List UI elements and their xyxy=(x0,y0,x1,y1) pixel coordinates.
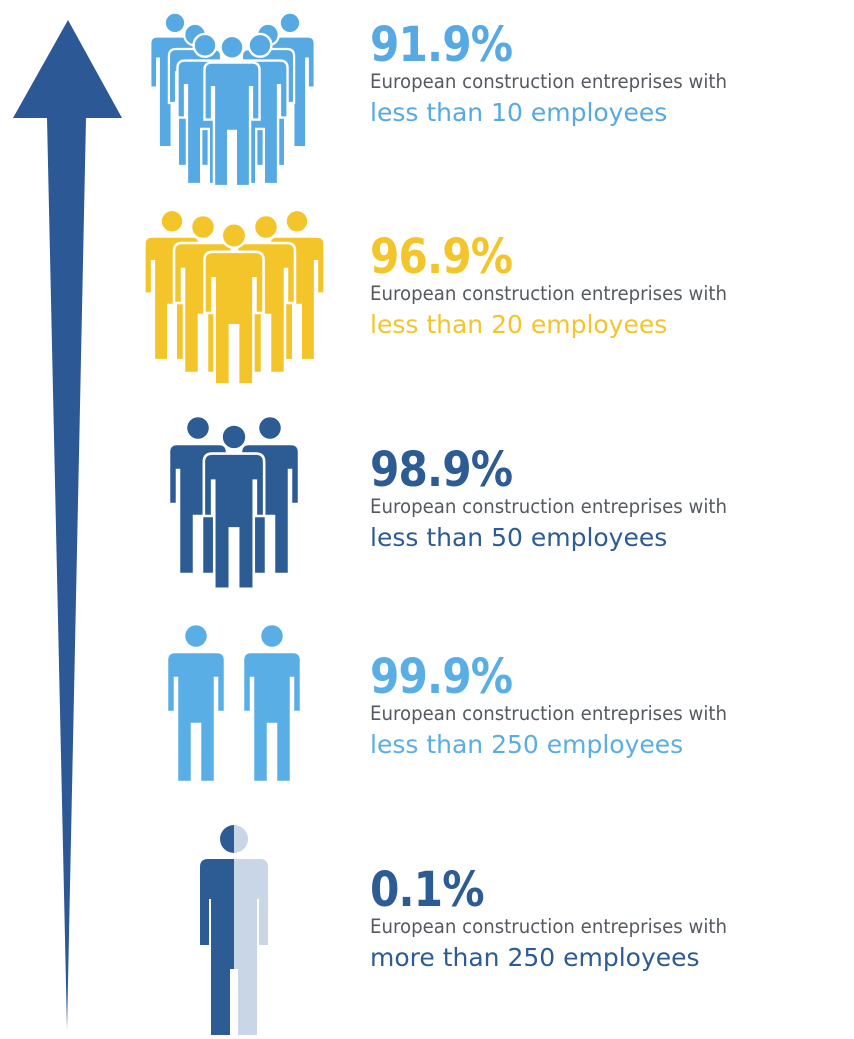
stat-emphasis: less than 250 employees xyxy=(370,730,684,759)
stat-text-block: 98.9% European construction entreprises … xyxy=(370,445,754,555)
stat-row-over-250: 0.1% European construction entreprises w… xyxy=(0,815,854,1039)
stat-percent: 91.9% xyxy=(370,17,513,73)
stat-emphasis: less than 10 employees xyxy=(370,98,668,127)
stat-text-block: 99.9% European construction entreprises … xyxy=(370,652,754,762)
two-people-icon xyxy=(165,622,303,784)
upward-arrow-icon xyxy=(13,20,122,1030)
stat-percent: 96.9% xyxy=(370,229,513,285)
stat-row-under-250: 99.9% European construction entreprises … xyxy=(0,610,854,810)
stat-percent: 99.9% xyxy=(370,649,513,705)
stat-row-under-10: 91.9% European construction entreprises … xyxy=(0,0,854,200)
stat-text-block: 96.9% European construction entreprises … xyxy=(370,232,754,342)
group-of-three-people-icon xyxy=(167,414,301,591)
crowd-of-seven-people-icon xyxy=(149,11,316,188)
stat-description: European construction entreprises with xyxy=(370,70,727,93)
stat-row-under-20: 96.9% European construction entreprises … xyxy=(0,190,854,390)
arrow-shape xyxy=(13,20,122,1030)
stat-emphasis: more than 250 employees xyxy=(370,943,700,972)
stat-percent: 0.1% xyxy=(370,862,485,918)
stat-text-block: 91.9% European construction entreprises … xyxy=(370,20,754,130)
stat-description: European construction entreprises with xyxy=(370,915,727,938)
stat-emphasis: less than 20 employees xyxy=(370,310,668,339)
stat-description: European construction entreprises with xyxy=(370,495,727,518)
stat-row-under-50: 98.9% European construction entreprises … xyxy=(0,400,854,600)
stat-description: European construction entreprises with xyxy=(370,702,727,725)
half-person-icon xyxy=(200,825,268,1035)
group-of-five-people-icon xyxy=(143,208,326,386)
stat-text-block: 0.1% European construction entreprises w… xyxy=(370,865,754,975)
stat-emphasis: less than 50 employees xyxy=(370,523,668,552)
stat-description: European construction entreprises with xyxy=(370,282,727,305)
stat-percent: 98.9% xyxy=(370,442,513,498)
